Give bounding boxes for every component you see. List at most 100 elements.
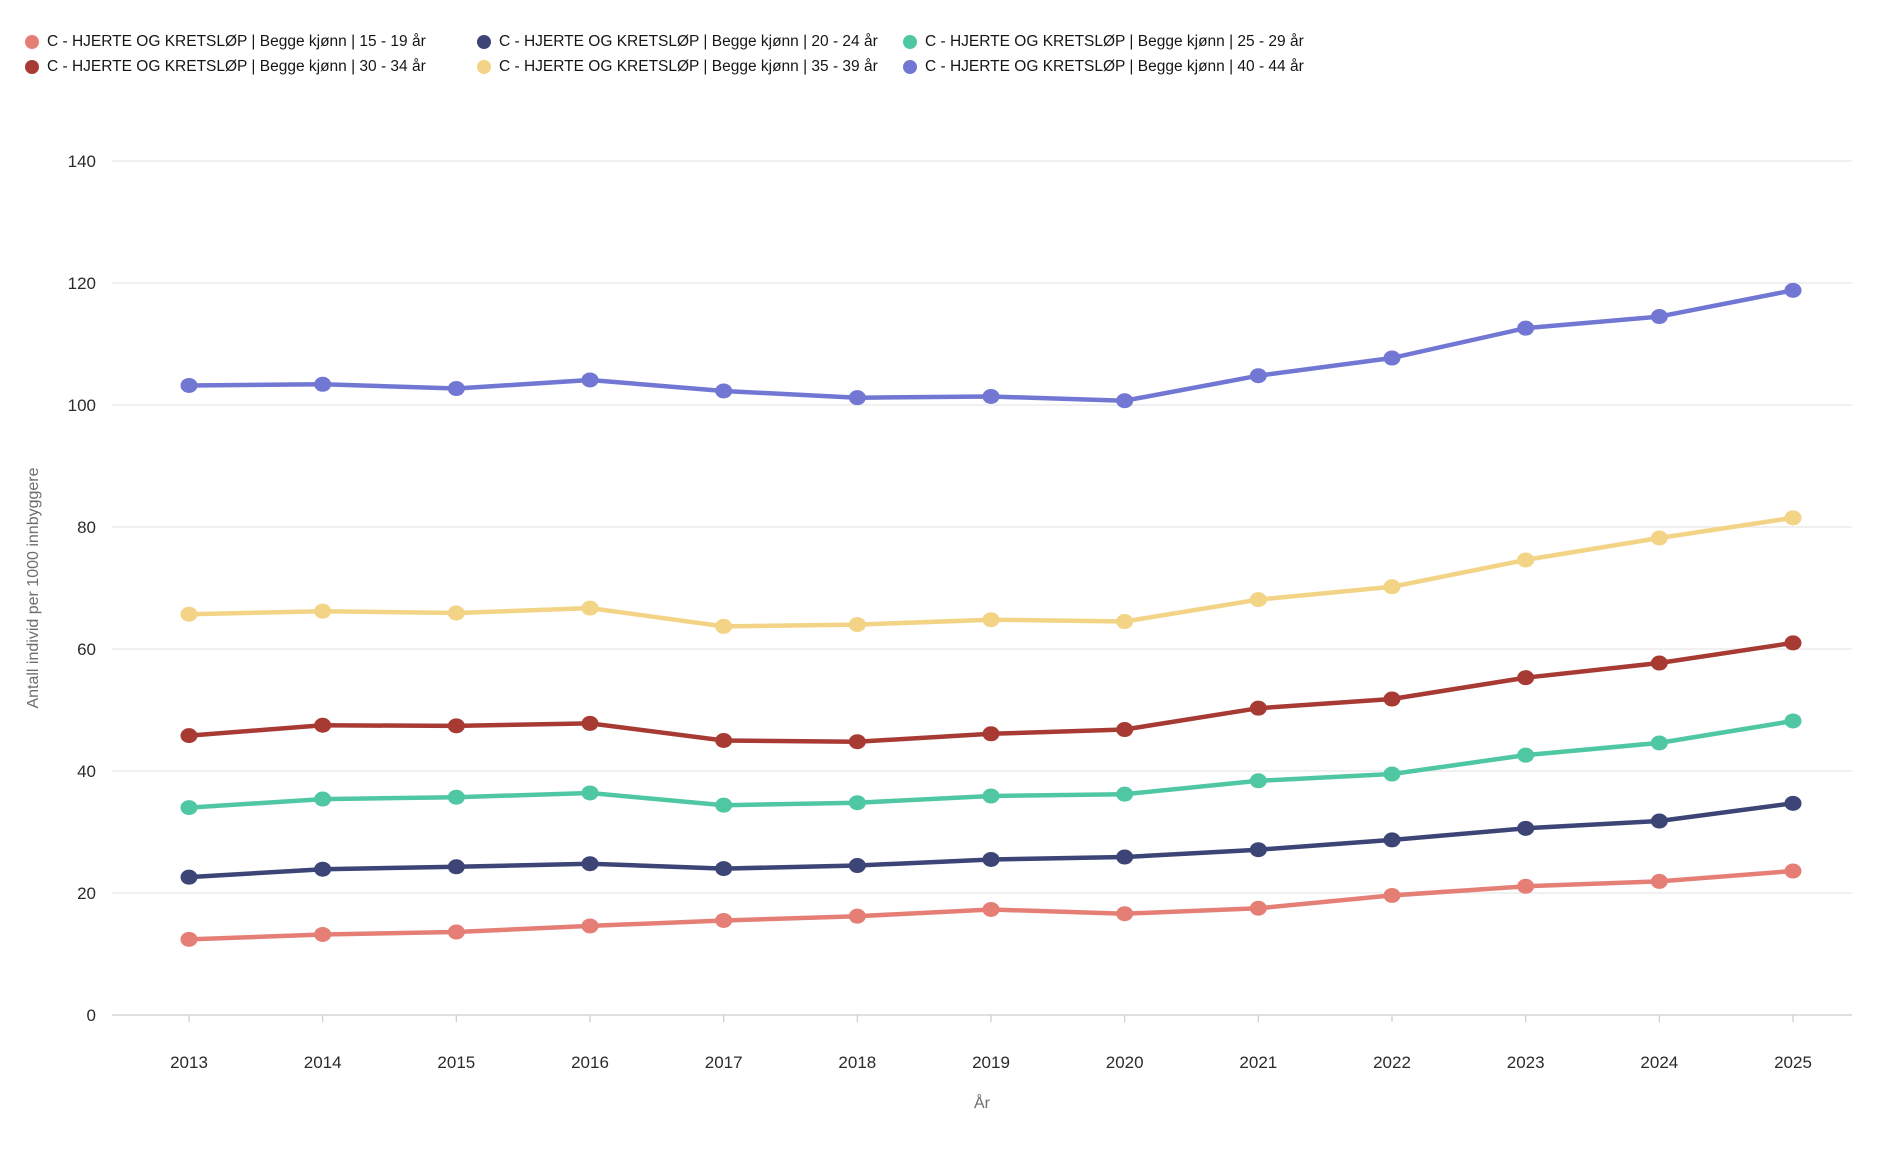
data-point-s5-2021[interactable] <box>1249 368 1267 384</box>
y-tick-label-80: 80 <box>77 518 96 537</box>
legend-item-5[interactable]: C - HJERTE OG KRETSLØP | Begge kjønn | 4… <box>903 58 1304 76</box>
data-point-s0-2020[interactable] <box>1116 906 1134 922</box>
data-point-s1-2025[interactable] <box>1784 795 1802 811</box>
x-tick-label-2014: 2014 <box>304 1053 342 1072</box>
legend-item-3[interactable]: C - HJERTE OG KRETSLØP | Begge kjønn | 3… <box>25 58 477 76</box>
data-point-s2-2015[interactable] <box>447 789 465 805</box>
data-point-s1-2013[interactable] <box>180 869 198 885</box>
data-point-s0-2021[interactable] <box>1249 900 1267 916</box>
data-point-s5-2016[interactable] <box>581 372 599 388</box>
y-tick-label-140: 140 <box>68 152 96 171</box>
data-point-s4-2020[interactable] <box>1116 614 1134 630</box>
legend-item-1[interactable]: C - HJERTE OG KRETSLØP | Begge kjønn | 2… <box>477 33 903 51</box>
x-tick-label-2022: 2022 <box>1373 1053 1411 1072</box>
data-point-s3-2020[interactable] <box>1116 722 1134 738</box>
data-point-s0-2015[interactable] <box>447 924 465 940</box>
data-point-s3-2019[interactable] <box>982 726 1000 742</box>
data-point-s0-2024[interactable] <box>1650 873 1668 889</box>
data-point-s2-2013[interactable] <box>180 800 198 816</box>
legend-marker-icon <box>903 35 917 49</box>
data-point-s5-2015[interactable] <box>447 381 465 397</box>
data-point-s3-2017[interactable] <box>715 733 733 748</box>
data-point-s4-2024[interactable] <box>1650 530 1668 546</box>
data-point-s3-2015[interactable] <box>447 718 465 734</box>
data-point-s1-2015[interactable] <box>447 859 465 875</box>
data-point-s2-2024[interactable] <box>1650 735 1668 751</box>
x-tick-label-2021: 2021 <box>1239 1053 1277 1072</box>
data-point-s5-2019[interactable] <box>982 388 1000 404</box>
data-point-s0-2017[interactable] <box>715 912 733 928</box>
data-point-s2-2025[interactable] <box>1784 713 1802 729</box>
data-point-s5-2014[interactable] <box>314 376 332 392</box>
data-point-s1-2016[interactable] <box>581 856 599 872</box>
data-point-s3-2022[interactable] <box>1383 691 1401 707</box>
x-axis-title: År <box>974 1093 991 1112</box>
data-point-s3-2018[interactable] <box>848 734 866 750</box>
data-point-s5-2023[interactable] <box>1517 320 1535 336</box>
series-line-5 <box>186 288 1796 403</box>
legend-item-0[interactable]: C - HJERTE OG KRETSLØP | Begge kjønn | 1… <box>25 33 477 51</box>
legend-item-4[interactable]: C - HJERTE OG KRETSLØP | Begge kjønn | 3… <box>477 58 903 76</box>
data-point-s2-2023[interactable] <box>1517 747 1535 763</box>
y-tick-label-60: 60 <box>77 640 96 659</box>
x-tick-label-2023: 2023 <box>1507 1053 1545 1072</box>
legend-marker-icon <box>903 60 917 74</box>
data-point-s3-2024[interactable] <box>1650 655 1668 671</box>
data-point-s3-2023[interactable] <box>1517 670 1535 686</box>
x-tick-label-2025: 2025 <box>1774 1053 1812 1072</box>
data-point-s3-2014[interactable] <box>314 717 332 733</box>
data-point-s4-2016[interactable] <box>581 600 599 616</box>
data-point-s2-2018[interactable] <box>848 795 866 811</box>
data-point-s0-2014[interactable] <box>314 926 332 942</box>
data-point-s0-2023[interactable] <box>1517 878 1535 894</box>
data-point-s0-2013[interactable] <box>180 931 198 947</box>
data-point-s4-2015[interactable] <box>447 605 465 621</box>
data-point-s5-2024[interactable] <box>1650 309 1668 325</box>
data-point-s2-2017[interactable] <box>715 797 733 813</box>
data-point-s2-2020[interactable] <box>1116 786 1134 802</box>
data-point-s3-2016[interactable] <box>581 715 599 731</box>
y-axis-title: Antall individ per 1000 innbyggere <box>25 467 42 708</box>
data-point-s5-2025[interactable] <box>1784 282 1802 298</box>
data-point-s1-2021[interactable] <box>1249 842 1267 858</box>
data-point-s1-2020[interactable] <box>1116 849 1134 865</box>
data-point-s4-2014[interactable] <box>314 603 332 619</box>
data-point-s4-2023[interactable] <box>1517 552 1535 568</box>
legend-item-2[interactable]: C - HJERTE OG KRETSLØP | Begge kjønn | 2… <box>903 33 1304 51</box>
data-point-s2-2019[interactable] <box>982 788 1000 804</box>
data-point-s5-2017[interactable] <box>715 383 733 399</box>
data-point-s1-2022[interactable] <box>1383 832 1401 848</box>
x-tick-label-2015: 2015 <box>437 1053 475 1072</box>
data-point-s1-2018[interactable] <box>848 858 866 874</box>
data-point-s1-2014[interactable] <box>314 861 332 877</box>
data-point-s2-2014[interactable] <box>314 791 332 807</box>
data-point-s4-2019[interactable] <box>982 612 1000 628</box>
legend-marker-icon <box>477 35 491 49</box>
data-point-s1-2017[interactable] <box>715 861 733 877</box>
data-point-s3-2013[interactable] <box>180 728 198 744</box>
data-point-s0-2016[interactable] <box>581 918 599 934</box>
data-point-s1-2019[interactable] <box>982 851 1000 867</box>
data-point-s0-2025[interactable] <box>1784 863 1802 879</box>
data-point-s0-2022[interactable] <box>1383 887 1401 903</box>
x-tick-label-2017: 2017 <box>705 1053 743 1072</box>
data-point-s4-2017[interactable] <box>715 618 733 634</box>
data-point-s0-2018[interactable] <box>848 908 866 924</box>
data-point-s1-2023[interactable] <box>1517 820 1535 836</box>
data-point-s5-2013[interactable] <box>180 377 198 393</box>
data-point-s2-2022[interactable] <box>1383 766 1401 782</box>
data-point-s4-2025[interactable] <box>1784 510 1802 526</box>
data-point-s5-2018[interactable] <box>848 390 866 406</box>
data-point-s4-2013[interactable] <box>180 606 198 622</box>
data-point-s4-2022[interactable] <box>1383 579 1401 595</box>
data-point-s3-2025[interactable] <box>1784 635 1802 651</box>
data-point-s3-2021[interactable] <box>1249 700 1267 716</box>
data-point-s2-2016[interactable] <box>581 785 599 801</box>
data-point-s1-2024[interactable] <box>1650 813 1668 829</box>
data-point-s0-2019[interactable] <box>982 901 1000 917</box>
data-point-s5-2022[interactable] <box>1383 350 1401 366</box>
data-point-s4-2021[interactable] <box>1249 592 1267 608</box>
data-point-s2-2021[interactable] <box>1249 773 1267 789</box>
data-point-s5-2020[interactable] <box>1116 393 1134 409</box>
data-point-s4-2018[interactable] <box>848 617 866 633</box>
